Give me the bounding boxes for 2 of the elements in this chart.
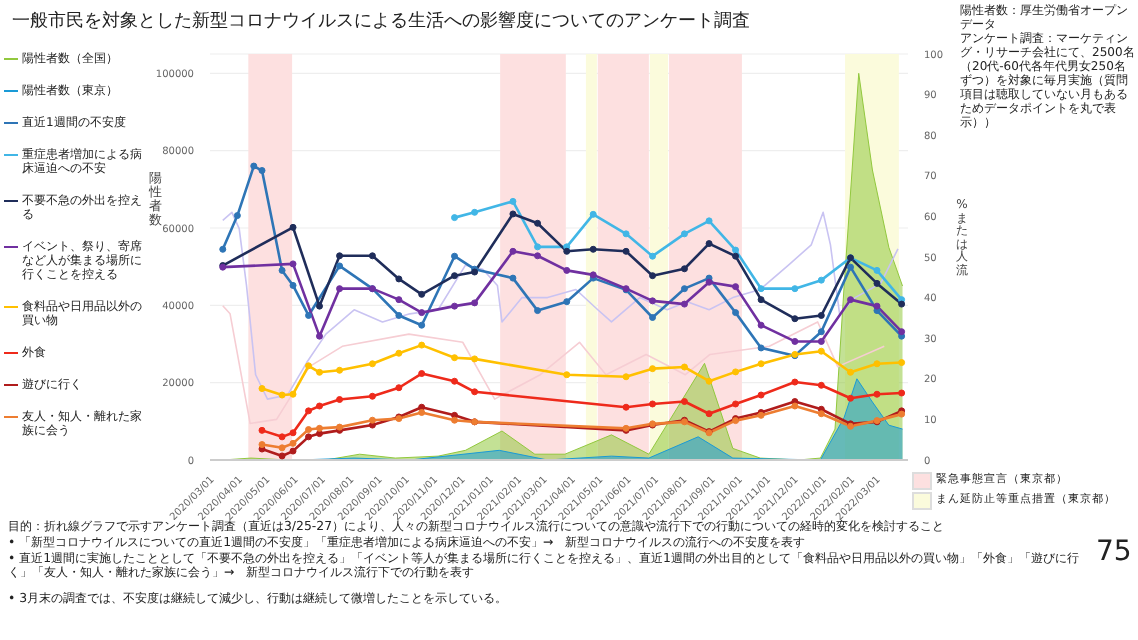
- text: 75: [1096, 536, 1132, 568]
- chart-title: 一般市民を対象とした新型コロナウイルスによる生活への影響度についてのアンケート調査: [12, 9, 750, 34]
